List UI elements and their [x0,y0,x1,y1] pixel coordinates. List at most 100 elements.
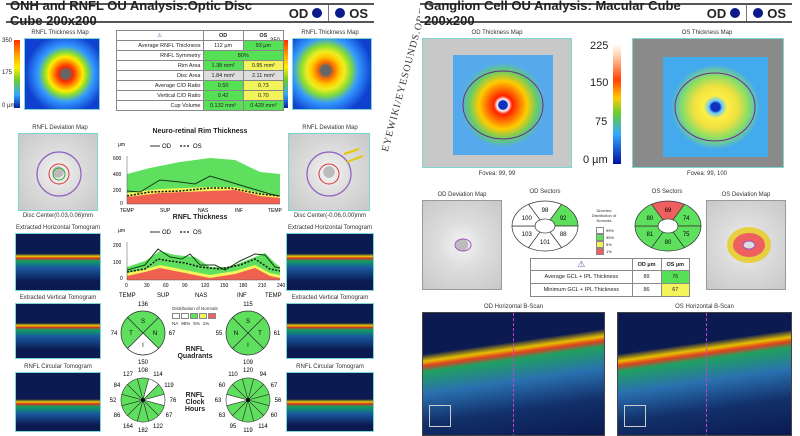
scale-tick: 225 [590,40,609,52]
quadrant-letter: T [129,331,133,337]
legend-labels: NA 95% 5% 1% [172,321,209,326]
y-tick: 600 [113,156,122,162]
od-rnfl-thickness-map [24,38,100,110]
clock-hour-value: 108 [138,368,149,374]
os-horiz-label: Extracted Horizontal Tomogram [288,225,372,231]
os-gcl-thickness-map [632,38,784,168]
od-vertical-tomogram [15,303,101,359]
quadrant-letter: T [258,331,262,337]
y-tick: 200 [113,188,122,194]
os-label: OS [767,5,786,21]
gcl-sectors: 98 92 88 101 103 100 69 74 75 80 81 80 [511,200,702,252]
disc-circle-icon [36,151,82,197]
legend-row: 99% [596,227,614,234]
os-cell: 0.429 mm³ [242,100,285,111]
column-header: OS µm [660,258,690,271]
od-dev-label: OD Deviation Map [437,192,487,198]
legend-swatch [596,241,604,248]
x-tick: SUP [160,208,171,214]
sector [672,225,702,249]
x-tick: TEMP [119,293,136,299]
od-cell: 86 [631,283,662,297]
x-tick: TEMP [268,208,283,214]
clock-hour-value: 120 [243,368,254,374]
clock-hour-value: 60 [219,383,226,389]
os-cell: 0.70 [242,90,285,101]
table-row: RNFL Symmetry 80% [116,50,284,61]
right-report-header: Ganglion Cell OU Analysis: Macular Cube … [420,0,792,28]
quadrant-letter: N [153,331,157,337]
od-thickness-map-label: OD Thickness Map [471,30,523,36]
row-label: Average RNFL Thickness [116,40,204,51]
clock-hour-value: 63 [219,413,226,419]
x-tick: INF [235,208,243,214]
clock-hour-value: 110 [228,372,238,378]
y-tick: 0 [120,276,123,282]
sector-value: 74 [683,216,690,222]
os-cell: 0.95 mm² [242,60,285,71]
normals-legend-title: Distribution of Normals [172,306,218,311]
quadrant-letter: N [234,331,238,337]
od-circular-tomogram [15,372,101,432]
x-tick: 210 [258,283,267,289]
legend-os: OS [193,144,202,150]
os-dot-icon [753,8,764,18]
warning-icon: ⚠ [116,30,204,41]
os-vertical-tomogram [286,303,374,359]
row-label: Cup Volume [116,100,204,111]
os-vert-label: Extracted Vertical Tomogram [291,295,369,301]
od-cell: 0.42 [202,90,244,101]
legend-row: 5% [596,241,614,248]
clock-hour-value: 95 [230,424,237,430]
scale-tick: 175 [2,70,13,76]
legend-label: 99% [606,228,615,233]
column-header: OD µm [631,258,662,271]
clock-hour-value: 182 [138,428,149,434]
clock-hour-value: 84 [114,383,121,389]
table-row: Rim Area 1.38 mm² 0.95 mm² [116,60,285,71]
quadrant-value: 109 [243,360,254,366]
sector-value: 101 [540,240,551,246]
quadrant-value: 74 [111,331,118,337]
clock-hour-value: 127 [123,372,134,378]
x-tick: NAS [195,293,207,299]
normal-red-band [127,268,280,280]
row-label: Disc Area [116,70,204,81]
rim-chart-title: Neuro-retinal Rim Thickness [152,128,248,135]
table-row: Average C/D Ratio 0.50 0.73 [116,80,285,91]
rnfl-color-scale [14,40,20,108]
quadrant-value: 61 [274,331,281,337]
quadrant-value: 115 [243,302,253,308]
od-horiz-label: Extracted Horizontal Tomogram [16,225,100,231]
sector [511,225,541,249]
os-rnfl-deviation-map [288,133,370,211]
quadrant-value: 55 [216,331,223,337]
od-cell: 0.132 mm³ [202,100,244,111]
clock-hour-value: 67 [166,413,173,419]
od-horizontal-tomogram [15,233,101,291]
od-dev-map-label: RNFL Deviation Map [32,125,88,131]
os-rim-line [126,187,281,197]
rnfl-thickness-chart: µm OD OS 200 100 0 0 30 60 90 120 150 180 210 24… [113,228,285,299]
clock-hour-value: 52 [110,398,117,404]
os-rnfl-line [126,258,281,273]
sector [634,203,664,227]
x-tick: 180 [239,283,248,289]
table-row: Vertical C/D Ratio 0.42 0.70 [116,90,285,101]
x-tick: 30 [144,283,150,289]
x-tick: 60 [163,283,169,289]
y-tick: 200 [113,243,122,249]
table-row: Disc Area 1.84 mm² 2.11 mm² [116,70,285,81]
od-dot-icon [730,8,741,18]
legend-od: OD [162,144,172,150]
table-row: Minimum GCL + IPL Thickness 86 67 [530,283,690,297]
od-rim-line [126,175,281,197]
clock-hour-value: 56 [275,398,282,404]
column-header: OS [242,30,285,41]
x-tick: 120 [201,283,210,289]
row-label: Average GCL + IPL Thickness [530,270,633,284]
od-sectors-label: OD Sectors [529,189,561,195]
os-indicator: OS [329,6,374,21]
x-tick: SUP [157,293,169,299]
legend-os: OS [193,230,202,236]
